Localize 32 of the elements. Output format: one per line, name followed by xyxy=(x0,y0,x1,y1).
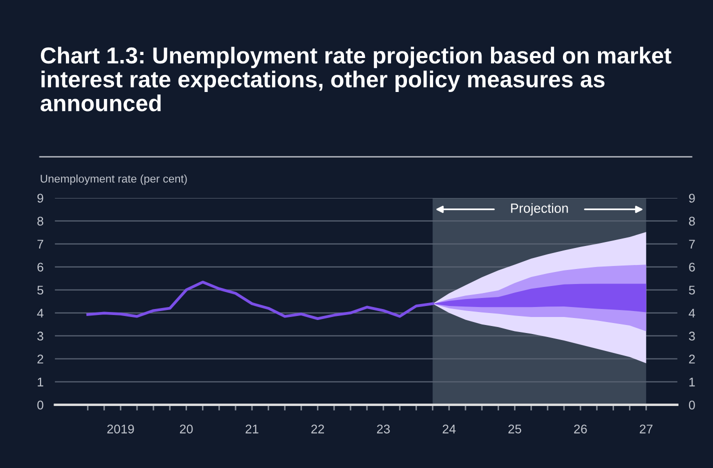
y-tick-label: 6 xyxy=(37,262,44,272)
x-tick-label: 2019 xyxy=(107,424,134,434)
y-tick-label: 2 xyxy=(37,354,44,364)
y2-tick-label: 2 xyxy=(689,354,695,364)
x-tick-label: 22 xyxy=(311,424,324,434)
y-tick-label: 4 xyxy=(37,308,44,318)
y-tick-label: 5 xyxy=(37,286,44,295)
y2-tick-label: 5 xyxy=(688,286,695,295)
x-tick-label: 24 xyxy=(442,424,456,434)
y2-tick-label: 1 xyxy=(689,378,695,386)
y-tick-label: 9 xyxy=(37,194,44,203)
y2-tick-label: 7 xyxy=(689,240,695,248)
y2-tick-label: 4 xyxy=(688,308,696,318)
y2-tick-label: 6 xyxy=(689,262,695,272)
x-tick-label: 25 xyxy=(508,424,522,434)
x-tick-label: 23 xyxy=(377,424,390,434)
x-tick-label: 26 xyxy=(574,424,587,434)
x-tick-label: 20 xyxy=(180,424,193,434)
y-tick-label: 7 xyxy=(37,240,44,248)
x-tick-label: 27 xyxy=(640,424,652,434)
annotation: Projection xyxy=(511,203,568,216)
y-tick-label: 1 xyxy=(38,378,44,386)
y-tick-label: 3 xyxy=(37,332,44,341)
y2-tick-label: 3 xyxy=(688,332,695,341)
y2-tick-label: 0 xyxy=(688,400,695,410)
y-axis-title: Unemployment rate (per cent) xyxy=(40,174,187,185)
x-tick-label: 21 xyxy=(246,424,258,434)
y-tick-label: 8 xyxy=(37,216,44,226)
y-tick-label: 0 xyxy=(37,400,44,410)
y2-tick-label: 8 xyxy=(689,216,695,226)
y2-tick-label: 9 xyxy=(689,194,695,203)
chart-title: Chart 1.3: Unemployment rate projection based on market interest rate expectations, other policy measures as announced xyxy=(40,46,672,112)
